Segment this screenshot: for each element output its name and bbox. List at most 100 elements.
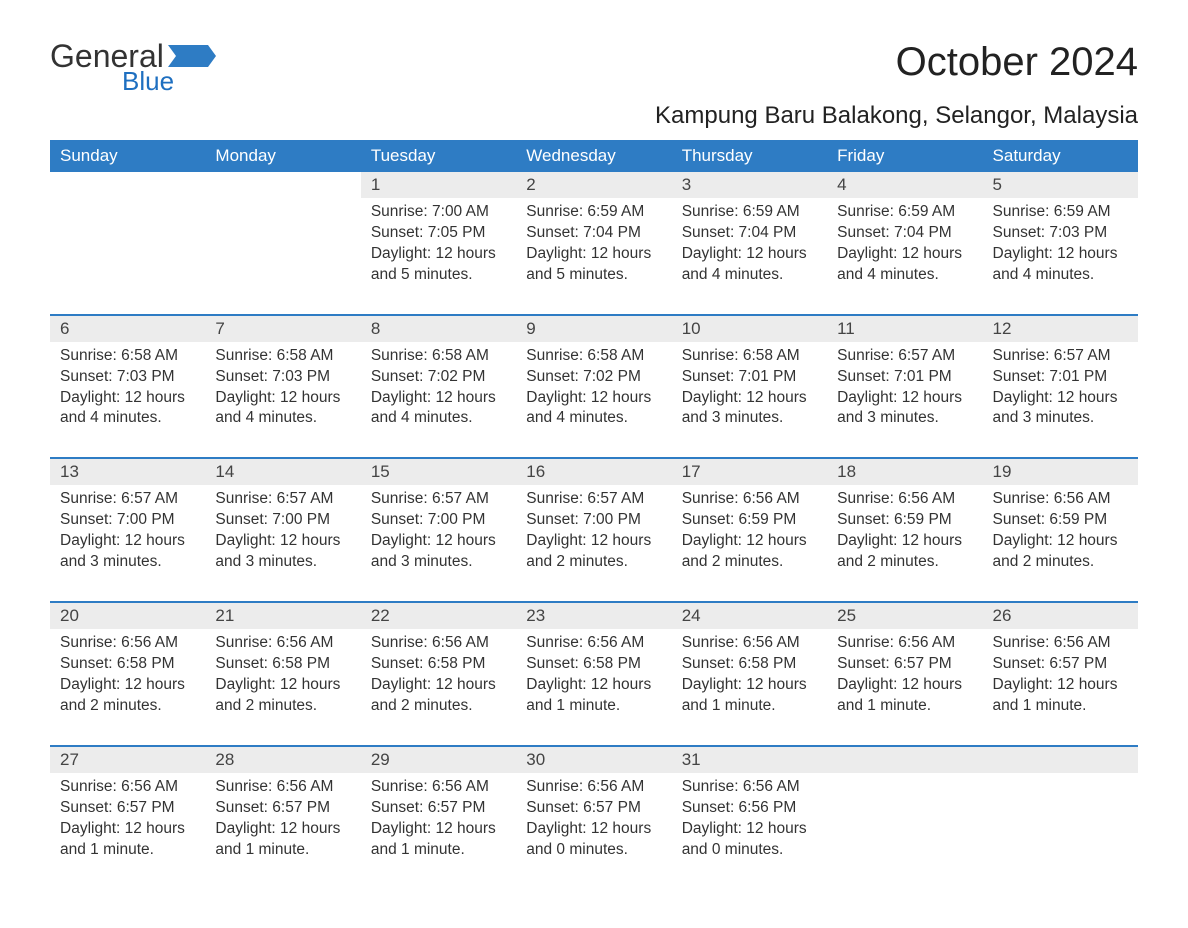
day-number-cell: 26 xyxy=(983,603,1138,629)
daylight-text: Daylight: 12 hours and 4 minutes. xyxy=(60,388,195,430)
day-content-cell: Sunrise: 6:56 AMSunset: 6:57 PMDaylight:… xyxy=(516,773,671,889)
sunset-text: Sunset: 6:57 PM xyxy=(60,798,195,819)
weekday-header: Thursday xyxy=(672,140,827,172)
logo-text-blue: Blue xyxy=(122,68,216,94)
day-number-cell: 6 xyxy=(50,316,205,342)
sunrise-text: Sunrise: 7:00 AM xyxy=(371,202,506,223)
sunset-text: Sunset: 7:02 PM xyxy=(371,367,506,388)
day-number-cell xyxy=(983,747,1138,773)
sunset-text: Sunset: 7:00 PM xyxy=(371,510,506,531)
sunset-text: Sunset: 6:58 PM xyxy=(682,654,817,675)
sunrise-text: Sunrise: 6:56 AM xyxy=(371,633,506,654)
sunset-text: Sunset: 6:57 PM xyxy=(371,798,506,819)
day-content-cell xyxy=(50,198,205,315)
day-content-cell: Sunrise: 6:58 AMSunset: 7:03 PMDaylight:… xyxy=(50,342,205,459)
daylight-text: Daylight: 12 hours and 1 minute. xyxy=(526,675,661,717)
day-content-cell: Sunrise: 6:59 AMSunset: 7:03 PMDaylight:… xyxy=(983,198,1138,315)
sunset-text: Sunset: 6:57 PM xyxy=(993,654,1128,675)
day-content-cell: Sunrise: 6:56 AMSunset: 6:58 PMDaylight:… xyxy=(672,629,827,746)
day-number-cell: 2 xyxy=(516,172,671,198)
day-number-cell: 4 xyxy=(827,172,982,198)
day-content-row: Sunrise: 6:56 AMSunset: 6:57 PMDaylight:… xyxy=(50,773,1138,889)
day-content-cell: Sunrise: 6:56 AMSunset: 6:57 PMDaylight:… xyxy=(827,629,982,746)
sunset-text: Sunset: 7:01 PM xyxy=(682,367,817,388)
sunset-text: Sunset: 6:58 PM xyxy=(60,654,195,675)
sunrise-text: Sunrise: 6:56 AM xyxy=(837,489,972,510)
sunrise-text: Sunrise: 6:56 AM xyxy=(682,777,817,798)
day-content-cell: Sunrise: 6:57 AMSunset: 7:00 PMDaylight:… xyxy=(361,485,516,602)
sunrise-text: Sunrise: 6:56 AM xyxy=(215,633,350,654)
daylight-text: Daylight: 12 hours and 2 minutes. xyxy=(60,675,195,717)
day-number-cell: 21 xyxy=(205,603,360,629)
day-number-cell xyxy=(50,172,205,198)
day-content-cell: Sunrise: 6:58 AMSunset: 7:02 PMDaylight:… xyxy=(516,342,671,459)
day-number-cell: 9 xyxy=(516,316,671,342)
day-number-cell: 28 xyxy=(205,747,360,773)
day-number-cell: 8 xyxy=(361,316,516,342)
day-number-cell xyxy=(205,172,360,198)
daylight-text: Daylight: 12 hours and 2 minutes. xyxy=(371,675,506,717)
day-content-cell: Sunrise: 6:58 AMSunset: 7:02 PMDaylight:… xyxy=(361,342,516,459)
daylight-text: Daylight: 12 hours and 1 minute. xyxy=(215,819,350,861)
location-subtitle: Kampung Baru Balakong, Selangor, Malaysi… xyxy=(50,102,1138,130)
day-number-cell: 5 xyxy=(983,172,1138,198)
sunset-text: Sunset: 7:03 PM xyxy=(60,367,195,388)
sunset-text: Sunset: 6:57 PM xyxy=(215,798,350,819)
sunset-text: Sunset: 7:01 PM xyxy=(993,367,1128,388)
daylight-text: Daylight: 12 hours and 2 minutes. xyxy=(682,531,817,573)
day-content-cell xyxy=(205,198,360,315)
daylight-text: Daylight: 12 hours and 2 minutes. xyxy=(215,675,350,717)
daylight-text: Daylight: 12 hours and 4 minutes. xyxy=(682,244,817,286)
day-number-cell: 14 xyxy=(205,459,360,485)
daylight-text: Daylight: 12 hours and 4 minutes. xyxy=(993,244,1128,286)
day-number-cell: 30 xyxy=(516,747,671,773)
day-number-cell: 20 xyxy=(50,603,205,629)
day-number-cell: 10 xyxy=(672,316,827,342)
sunrise-text: Sunrise: 6:58 AM xyxy=(682,346,817,367)
day-content-cell: Sunrise: 6:57 AMSunset: 7:01 PMDaylight:… xyxy=(983,342,1138,459)
sunset-text: Sunset: 6:56 PM xyxy=(682,798,817,819)
day-number-cell: 31 xyxy=(672,747,827,773)
sunrise-text: Sunrise: 6:56 AM xyxy=(837,633,972,654)
day-content-cell: Sunrise: 6:56 AMSunset: 6:57 PMDaylight:… xyxy=(361,773,516,889)
day-number-cell: 12 xyxy=(983,316,1138,342)
sunset-text: Sunset: 6:59 PM xyxy=(837,510,972,531)
daylight-text: Daylight: 12 hours and 3 minutes. xyxy=(837,388,972,430)
day-content-cell: Sunrise: 6:56 AMSunset: 6:57 PMDaylight:… xyxy=(50,773,205,889)
sunset-text: Sunset: 7:05 PM xyxy=(371,223,506,244)
sunrise-text: Sunrise: 6:57 AM xyxy=(371,489,506,510)
sunrise-text: Sunrise: 6:56 AM xyxy=(993,633,1128,654)
day-number-cell: 11 xyxy=(827,316,982,342)
day-content-row: Sunrise: 6:56 AMSunset: 6:58 PMDaylight:… xyxy=(50,629,1138,746)
day-content-cell: Sunrise: 6:56 AMSunset: 6:58 PMDaylight:… xyxy=(516,629,671,746)
day-number-cell: 19 xyxy=(983,459,1138,485)
weekday-header-row: Sunday Monday Tuesday Wednesday Thursday… xyxy=(50,140,1138,172)
daylight-text: Daylight: 12 hours and 5 minutes. xyxy=(526,244,661,286)
sunrise-text: Sunrise: 6:56 AM xyxy=(526,777,661,798)
day-content-cell: Sunrise: 6:56 AMSunset: 6:57 PMDaylight:… xyxy=(983,629,1138,746)
weekday-header: Friday xyxy=(827,140,982,172)
sunrise-text: Sunrise: 6:56 AM xyxy=(371,777,506,798)
day-number-cell: 13 xyxy=(50,459,205,485)
daylight-text: Daylight: 12 hours and 1 minute. xyxy=(60,819,195,861)
daylight-text: Daylight: 12 hours and 1 minute. xyxy=(682,675,817,717)
day-content-cell: Sunrise: 6:59 AMSunset: 7:04 PMDaylight:… xyxy=(516,198,671,315)
daylight-text: Daylight: 12 hours and 0 minutes. xyxy=(682,819,817,861)
sunrise-text: Sunrise: 6:59 AM xyxy=(526,202,661,223)
day-content-cell: Sunrise: 6:56 AMSunset: 6:58 PMDaylight:… xyxy=(205,629,360,746)
sunrise-text: Sunrise: 6:56 AM xyxy=(60,777,195,798)
sunset-text: Sunset: 7:03 PM xyxy=(993,223,1128,244)
sunset-text: Sunset: 7:04 PM xyxy=(526,223,661,244)
day-content-cell: Sunrise: 6:59 AMSunset: 7:04 PMDaylight:… xyxy=(827,198,982,315)
day-content-cell: Sunrise: 6:59 AMSunset: 7:04 PMDaylight:… xyxy=(672,198,827,315)
sunrise-text: Sunrise: 6:59 AM xyxy=(837,202,972,223)
sunrise-text: Sunrise: 6:58 AM xyxy=(371,346,506,367)
day-content-cell: Sunrise: 6:56 AMSunset: 6:56 PMDaylight:… xyxy=(672,773,827,889)
page-header: General Blue October 2024 xyxy=(50,40,1138,94)
day-content-cell: Sunrise: 6:58 AMSunset: 7:01 PMDaylight:… xyxy=(672,342,827,459)
day-number-cell: 27 xyxy=(50,747,205,773)
daylight-text: Daylight: 12 hours and 3 minutes. xyxy=(371,531,506,573)
day-number-row: 12345 xyxy=(50,172,1138,198)
day-number-cell: 3 xyxy=(672,172,827,198)
sunrise-text: Sunrise: 6:58 AM xyxy=(526,346,661,367)
